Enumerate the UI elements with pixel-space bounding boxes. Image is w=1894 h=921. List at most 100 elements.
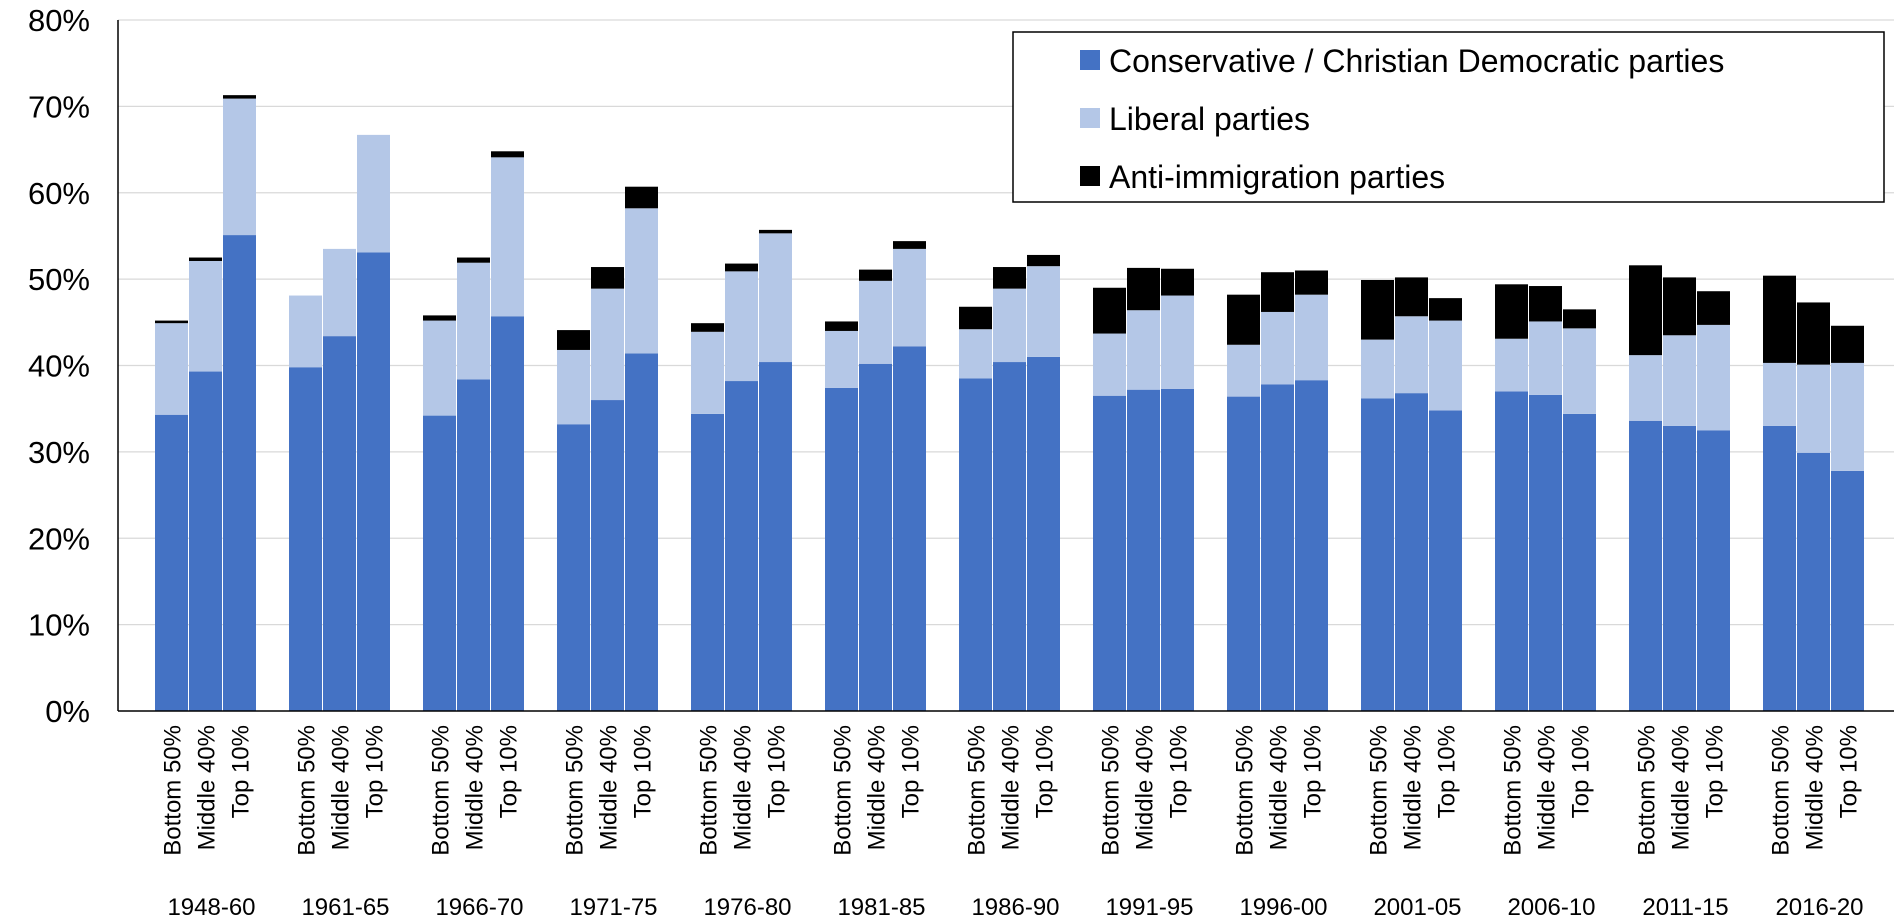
x-tick-label: Bottom 50% (1634, 725, 1661, 856)
bar-segment (155, 414, 188, 711)
bar-segment (893, 241, 926, 249)
bar-segment (725, 263, 758, 272)
period-label: 1961-65 (301, 894, 389, 921)
bar-segment (1227, 344, 1260, 397)
bar-segment (1261, 384, 1294, 711)
bar-segment (1697, 430, 1730, 711)
bar-segment (1495, 338, 1528, 392)
legend: Conservative / Christian Democratic part… (1012, 31, 1885, 203)
bar-segment (1361, 398, 1394, 711)
bar-segment (357, 252, 390, 711)
bar-segment (825, 321, 858, 331)
bar-segment (1161, 295, 1194, 389)
bar-segment (1563, 328, 1596, 414)
period-label: 1991-95 (1105, 894, 1193, 921)
bar-segment (1261, 311, 1294, 385)
x-tick-label: Top 10% (1166, 725, 1193, 818)
bar-segment (423, 415, 456, 711)
bar-segment (591, 288, 624, 401)
x-tick-label: Top 10% (496, 725, 523, 818)
bar-segment (323, 336, 356, 711)
period-label: 1986-90 (971, 894, 1059, 921)
legend-swatch-conservative (1080, 50, 1100, 70)
bar-segment (1763, 275, 1796, 363)
x-tick-label: Middle 40% (1802, 725, 1829, 850)
period-label: 2016-20 (1775, 894, 1863, 921)
bar-segment (825, 387, 858, 711)
bar-segment (1797, 452, 1830, 711)
bar-segment (1127, 310, 1160, 390)
legend-swatch-anti-immigration (1080, 166, 1100, 186)
bar-segment (457, 257, 490, 263)
bar-segment (893, 346, 926, 711)
y-tick-label: 60% (28, 176, 90, 211)
bar-segment (1227, 294, 1260, 345)
bar-segment (223, 95, 256, 99)
bar-segment (625, 186, 658, 209)
bar-segment (959, 329, 992, 379)
period-label: 2001-05 (1373, 894, 1461, 921)
bar-segment (1127, 267, 1160, 311)
bar-segment (691, 323, 724, 332)
bar-segment (1395, 393, 1428, 711)
bar-segment (1127, 389, 1160, 711)
bar-segment (1563, 413, 1596, 711)
x-tick-label: Middle 40% (1266, 725, 1293, 850)
bar-segment (1629, 265, 1662, 356)
x-tick-label: Middle 40% (596, 725, 623, 850)
y-tick-label: 70% (28, 89, 90, 124)
bar-segment (625, 353, 658, 711)
x-tick-label: Bottom 50% (964, 725, 991, 856)
bar-segment (1429, 410, 1462, 711)
bar-segment (1429, 320, 1462, 411)
period-label: 1971-75 (569, 894, 657, 921)
bar-segment (1093, 395, 1126, 711)
legend-label-anti-immigration: Anti-immigration parties (1109, 159, 1445, 195)
x-tick-label: Middle 40% (1132, 725, 1159, 850)
bar-segment (859, 280, 892, 364)
period-label: 2011-15 (1642, 894, 1728, 921)
bar-segment (825, 330, 858, 388)
period-label: 1966-70 (435, 894, 523, 921)
period-label: 1976-80 (703, 894, 791, 921)
bar-segment (1529, 286, 1562, 322)
bar-segment (1429, 298, 1462, 321)
bar-segment (893, 248, 926, 347)
x-tick-label: Top 10% (362, 725, 389, 818)
bar-segment (1027, 254, 1060, 267)
bar-segment (591, 267, 624, 289)
bar-segment (423, 320, 456, 416)
bar-segment (189, 257, 222, 261)
bar-segment (323, 248, 356, 337)
bar-segment (289, 367, 322, 711)
bar-segment (1395, 316, 1428, 394)
bar-segment (1295, 294, 1328, 381)
bar-segment (759, 233, 792, 363)
bar-segment (1529, 321, 1562, 395)
bar-segment (155, 323, 188, 415)
period-label: 1996-00 (1239, 894, 1327, 921)
y-tick-label: 50% (28, 262, 90, 297)
x-tick-label: Bottom 50% (830, 725, 857, 856)
bar-segment (1295, 380, 1328, 711)
x-tick-label: Bottom 50% (1098, 725, 1125, 856)
bar-segment (1161, 388, 1194, 711)
bar-segment (1697, 324, 1730, 431)
bar-segment (1495, 391, 1528, 711)
bar-segment (1295, 270, 1328, 295)
bar-segment (625, 208, 658, 354)
x-tick-label: Top 10% (898, 725, 925, 818)
bar-segment (1361, 339, 1394, 399)
bar-segment (1093, 333, 1126, 396)
bar-segment (1361, 279, 1394, 340)
bar-segment (491, 151, 524, 158)
bar-segment (1763, 425, 1796, 711)
x-tick-label: Bottom 50% (428, 725, 455, 856)
bar-segment (993, 288, 1026, 363)
bar-segment (423, 315, 456, 321)
bar-segment (1529, 394, 1562, 711)
legend-label-liberal: Liberal parties (1109, 101, 1310, 137)
bar-segment (1663, 335, 1696, 426)
x-tick-label: Top 10% (1702, 725, 1729, 818)
